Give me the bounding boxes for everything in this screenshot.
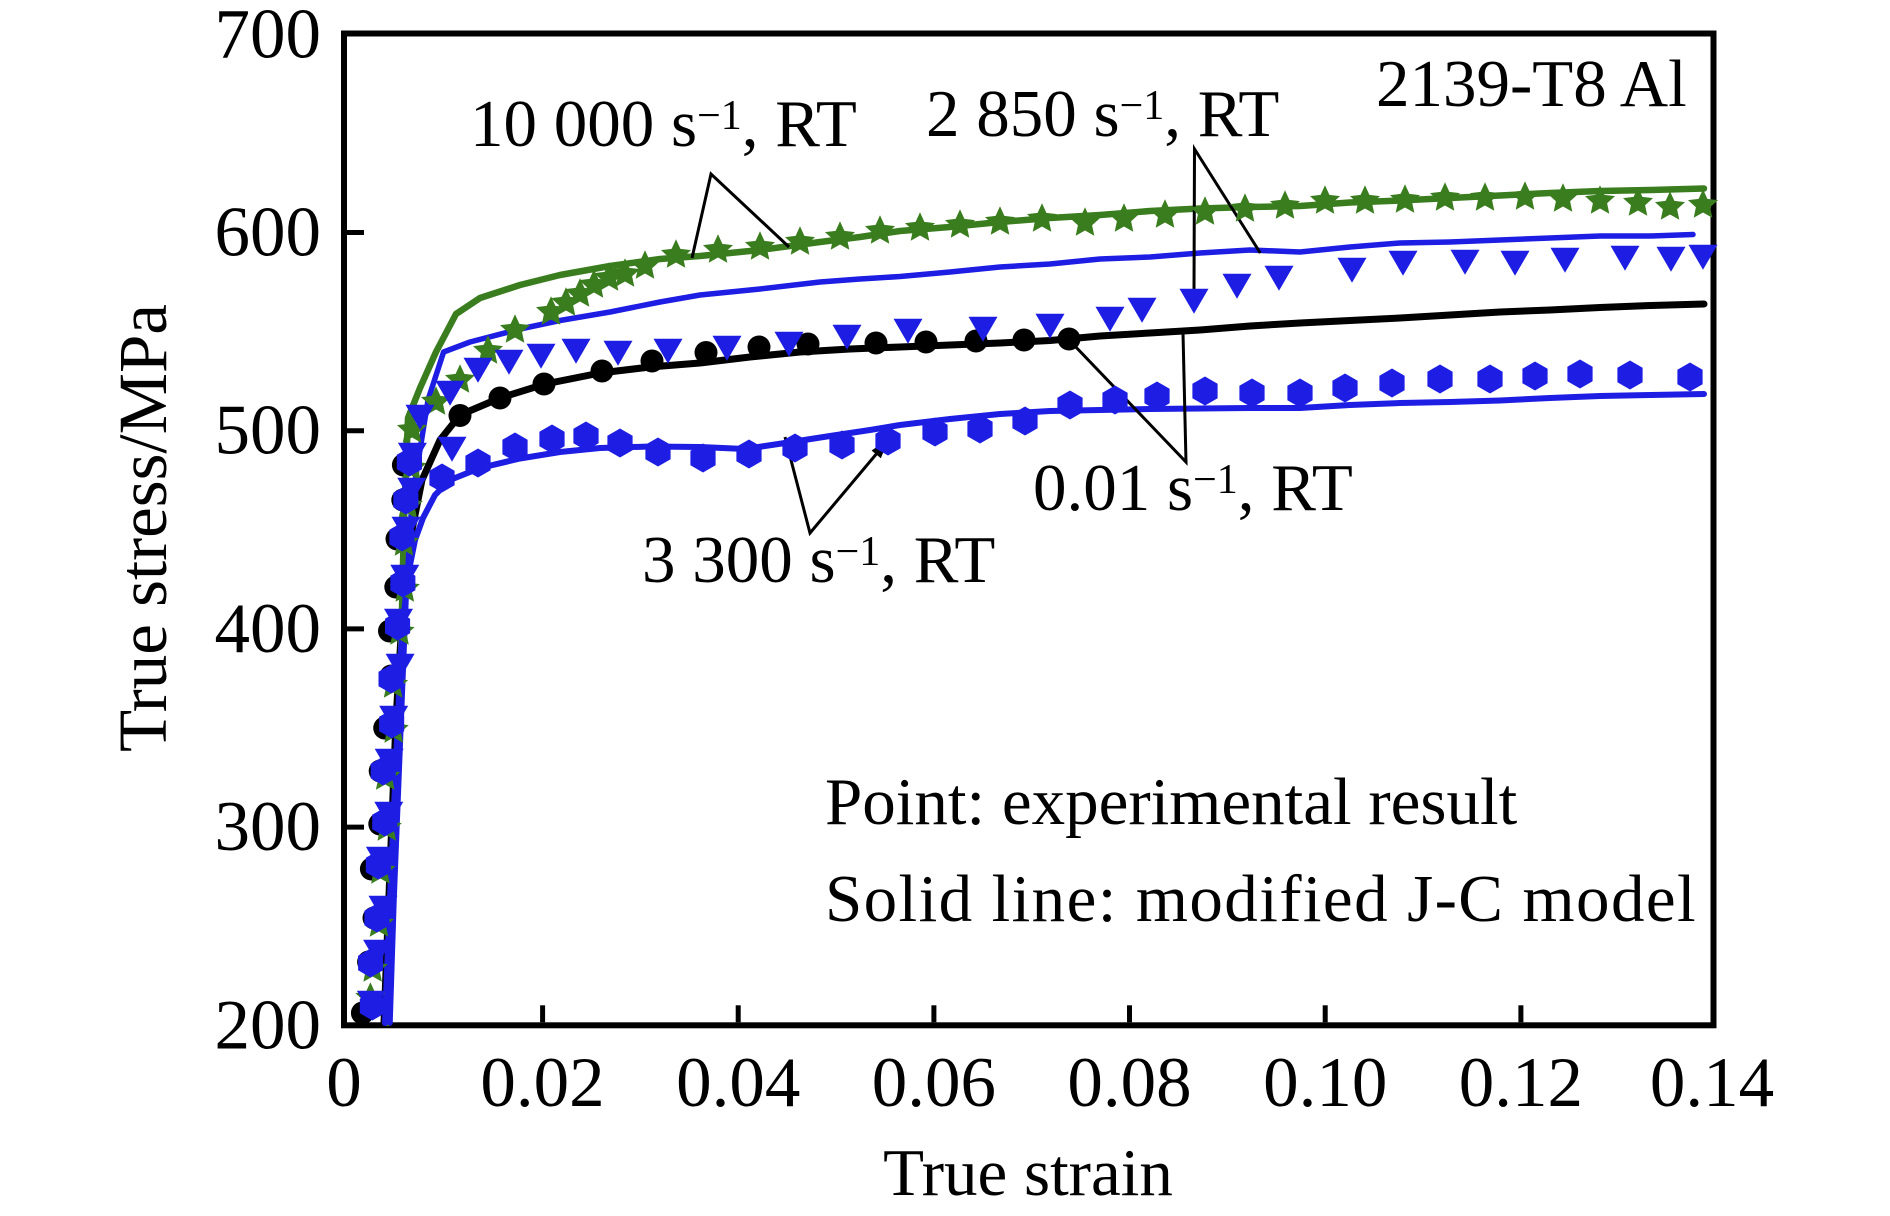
svg-text:700: 700 xyxy=(215,0,322,73)
svg-text:2 850 s−1, RT: 2 850 s−1, RT xyxy=(926,77,1279,151)
svg-text:3 300 s−1, RT: 3 300 s−1, RT xyxy=(642,523,995,597)
svg-text:10 000 s−1, RT: 10 000 s−1, RT xyxy=(470,87,857,161)
svg-text:0.14: 0.14 xyxy=(1650,1044,1774,1122)
svg-text:0.01 s−1, RT: 0.01 s−1, RT xyxy=(1033,451,1353,525)
svg-text:Point: experimental result: Point: experimental result xyxy=(825,765,1518,839)
svg-text:0.04: 0.04 xyxy=(676,1044,800,1122)
svg-text:400: 400 xyxy=(215,590,322,668)
svg-text:0.08: 0.08 xyxy=(1067,1044,1191,1122)
svg-text:True strain: True strain xyxy=(883,1136,1173,1210)
svg-text:200: 200 xyxy=(215,986,322,1064)
svg-text:600: 600 xyxy=(215,194,322,272)
svg-text:0: 0 xyxy=(326,1044,362,1122)
svg-text:Solid line: modified J-C model: Solid line: modified J-C model xyxy=(825,862,1697,936)
svg-text:0.10: 0.10 xyxy=(1263,1044,1387,1122)
svg-text:2139-T8 Al: 2139-T8 Al xyxy=(1376,47,1687,121)
svg-text:300: 300 xyxy=(215,788,322,866)
svg-text:0.06: 0.06 xyxy=(872,1044,996,1122)
svg-text:0.12: 0.12 xyxy=(1459,1044,1583,1122)
svg-text:True stress/MPa: True stress/MPa xyxy=(105,304,181,752)
svg-text:500: 500 xyxy=(215,392,322,470)
svg-text:0.02: 0.02 xyxy=(480,1044,604,1122)
